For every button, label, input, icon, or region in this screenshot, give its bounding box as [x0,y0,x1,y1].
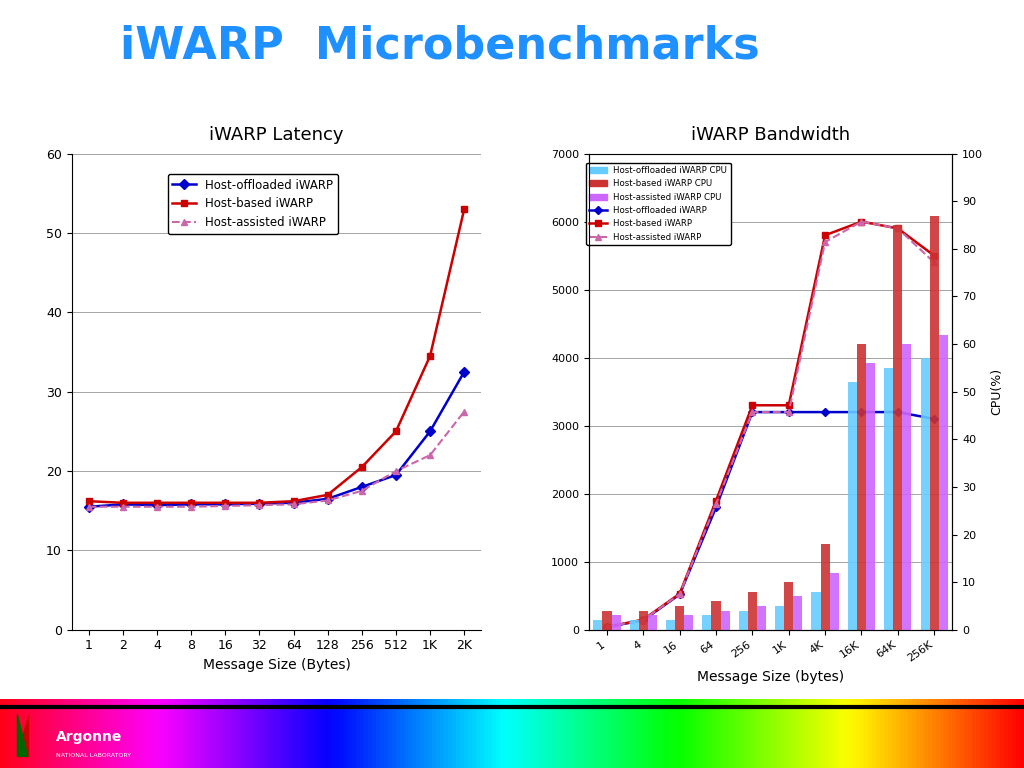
Bar [748,591,757,630]
Bar [811,591,820,630]
Bar [921,359,930,630]
Bar [866,363,876,630]
Bar [893,225,902,630]
Bar [939,335,948,630]
Title: iWARP Bandwidth: iWARP Bandwidth [691,126,850,144]
Bar [721,611,730,630]
Bar [702,615,712,630]
Bar [794,597,803,630]
Y-axis label: CPU(%): CPU(%) [990,368,1002,415]
Legend: Host-offloaded iWARP, Host-based iWARP, Host-assisted iWARP: Host-offloaded iWARP, Host-based iWARP, … [168,174,338,234]
Bar [675,606,684,630]
Bar [639,611,648,630]
Bar [593,621,602,630]
Text: Argonne: Argonne [56,730,123,744]
Bar [757,606,766,630]
Bar [829,573,839,630]
Legend: Host-offloaded iWARP CPU, Host-based iWARP CPU, Host-assisted iWARP CPU, Host-of: Host-offloaded iWARP CPU, Host-based iWA… [586,163,731,245]
Text: NATIONAL LABORATORY: NATIONAL LABORATORY [56,753,131,758]
X-axis label: Message Size (bytes): Message Size (bytes) [697,670,844,684]
Polygon shape [17,715,28,756]
Bar [848,382,857,630]
Bar [902,344,911,630]
Bar [666,621,675,630]
Bar [630,621,639,630]
Bar [684,615,693,630]
Bar [784,582,794,630]
Bar [930,216,939,630]
Bar [820,544,829,630]
Bar [611,615,621,630]
Bar [857,344,866,630]
Bar [712,601,721,630]
Text: iWARP  Microbenchmarks: iWARP Microbenchmarks [121,25,760,68]
Bar [775,606,784,630]
Bar [602,611,611,630]
Bar [648,615,657,630]
X-axis label: Message Size (Bytes): Message Size (Bytes) [203,658,350,672]
Bar [884,368,893,630]
Bar [738,611,748,630]
Title: iWARP Latency: iWARP Latency [209,126,344,144]
Polygon shape [17,715,28,756]
